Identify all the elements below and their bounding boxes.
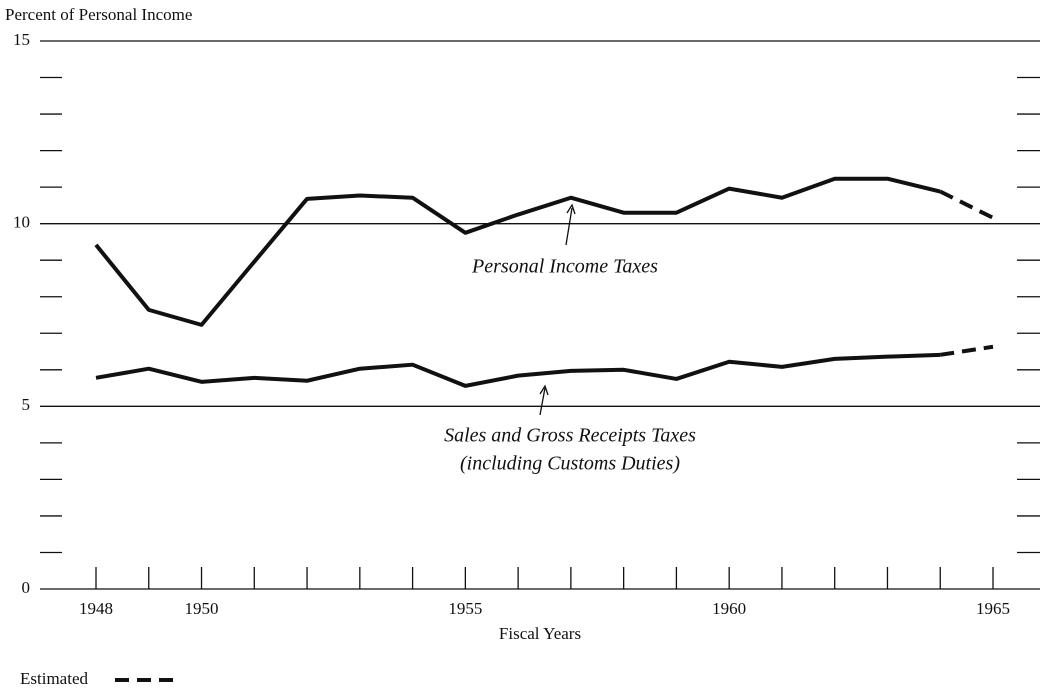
y-tick-label: 5 bbox=[22, 395, 31, 414]
y-tick-label: 10 bbox=[13, 213, 30, 232]
estimated-line bbox=[939, 344, 994, 357]
y-axis-label: Percent of Personal Income bbox=[5, 5, 192, 24]
x-tick-label: 1960 bbox=[712, 599, 746, 618]
y-tick-label: 15 bbox=[13, 30, 30, 49]
x-tick-label: 1948 bbox=[79, 599, 113, 618]
x-tick-label: 1965 bbox=[976, 599, 1010, 618]
series-label: Personal Income Taxes bbox=[471, 256, 658, 278]
annotation-arrow bbox=[539, 387, 546, 416]
annotation-arrow bbox=[565, 207, 573, 246]
x-tick-label: 1950 bbox=[185, 599, 219, 618]
estimated-line bbox=[939, 189, 994, 220]
legend-label: Estimated bbox=[20, 669, 88, 688]
y-tick-label: 0 bbox=[22, 578, 31, 597]
x-tick-label: 1955 bbox=[448, 599, 482, 618]
x-axis-label: Fiscal Years bbox=[499, 624, 581, 643]
arrow-head bbox=[539, 384, 549, 396]
series-label: Sales and Gross Receipts Taxes bbox=[444, 425, 696, 447]
series-line bbox=[95, 352, 941, 388]
series-sublabel: (including Customs Duties) bbox=[460, 453, 680, 475]
arrow-head bbox=[566, 203, 576, 215]
series-line bbox=[94, 176, 941, 327]
